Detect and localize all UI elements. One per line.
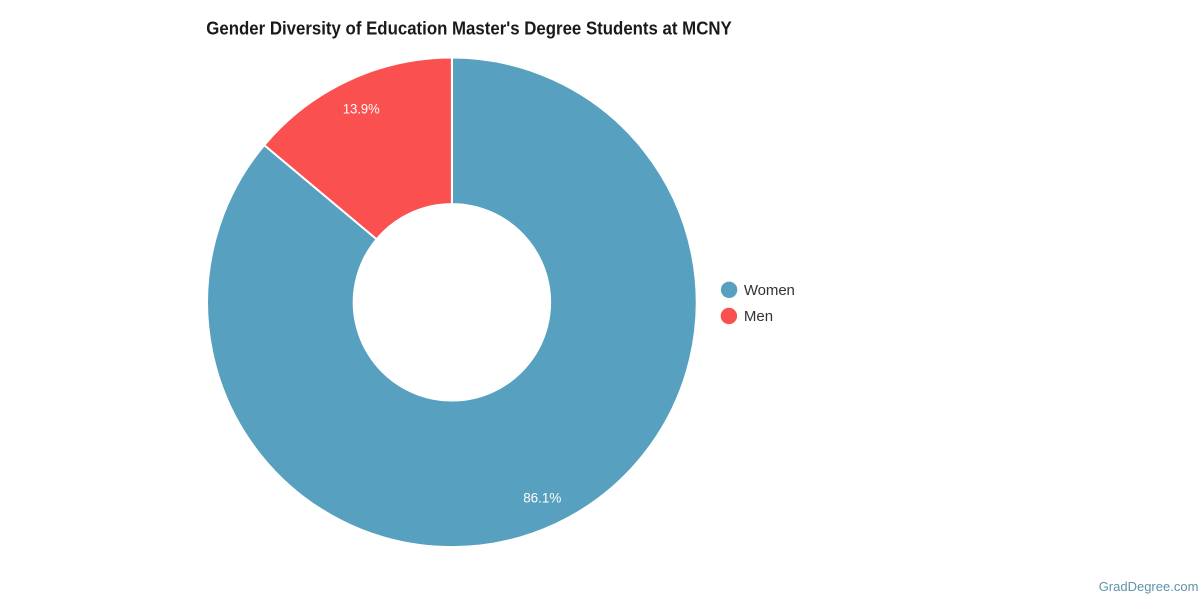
svg-text:Gender Diversity of Education: Gender Diversity of Education Master's D… xyxy=(206,17,732,38)
svg-text:Men: Men xyxy=(744,308,773,325)
svg-text:Women: Women xyxy=(744,282,795,299)
svg-text:13.9%: 13.9% xyxy=(343,101,380,117)
svg-text:GradDegree.com: GradDegree.com xyxy=(1099,579,1199,594)
svg-text:86.1%: 86.1% xyxy=(523,490,561,506)
